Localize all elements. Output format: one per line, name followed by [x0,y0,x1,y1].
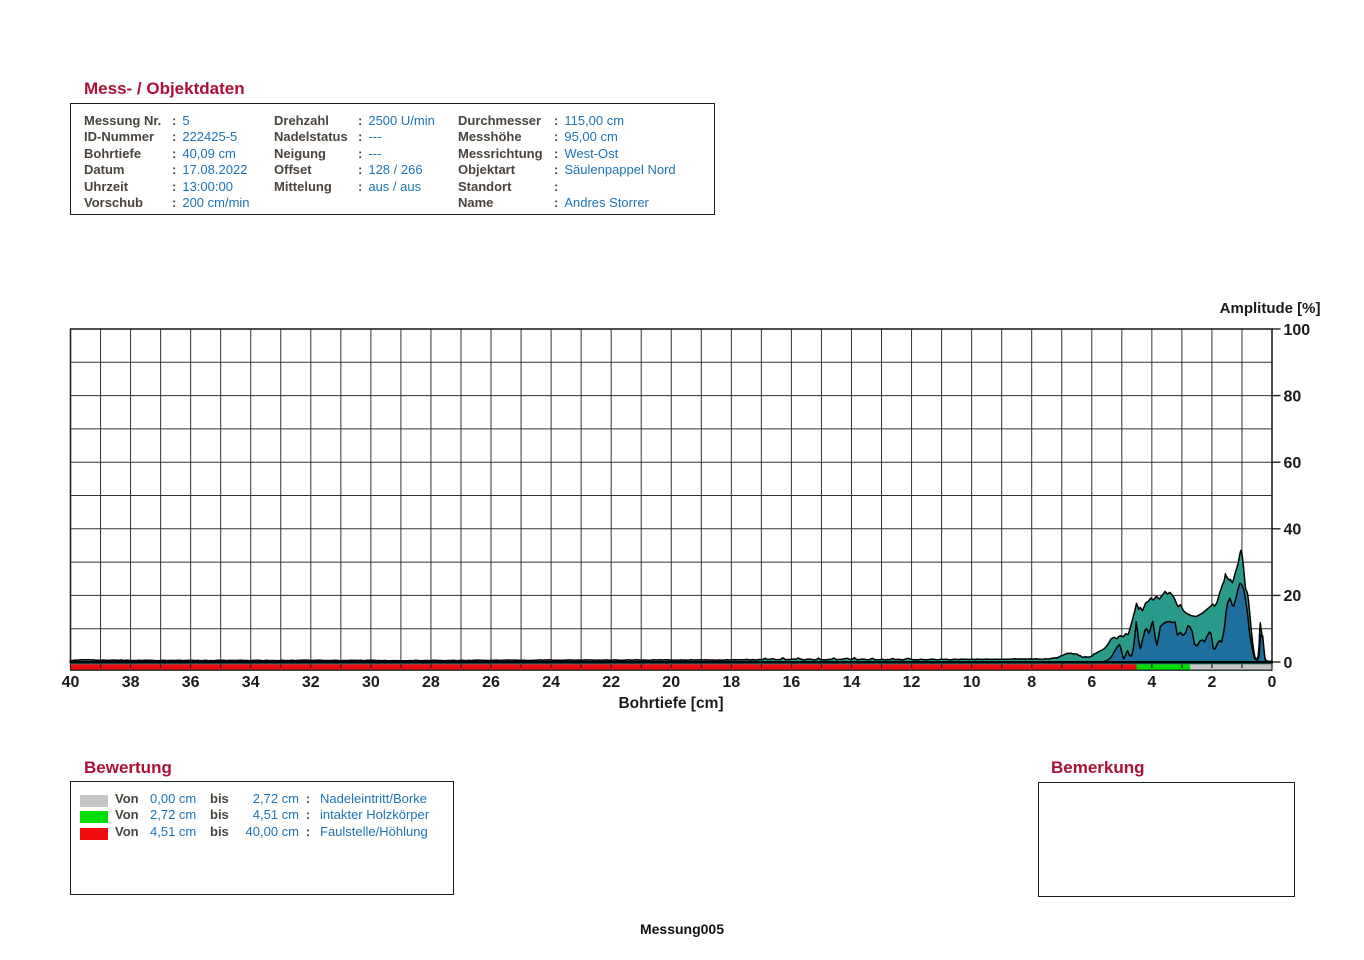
svg-text:8: 8 [1027,674,1036,691]
svg-text:26: 26 [482,674,500,691]
svg-text:16: 16 [783,674,801,691]
svg-text:24: 24 [542,674,560,691]
svg-text:80: 80 [1284,388,1302,405]
svg-text:30: 30 [362,674,380,691]
svg-text:4: 4 [1147,674,1156,691]
svg-text:14: 14 [843,674,861,691]
svg-text:32: 32 [302,674,320,691]
svg-text:20: 20 [662,674,680,691]
svg-text:18: 18 [722,674,740,691]
svg-text:10: 10 [963,674,981,691]
svg-text:2: 2 [1207,674,1216,691]
svg-text:22: 22 [602,674,620,691]
svg-text:Amplitude [%]: Amplitude [%] [1220,300,1321,317]
svg-text:60: 60 [1284,455,1302,472]
svg-text:Bohrtiefe [cm]: Bohrtiefe [cm] [618,695,723,712]
svg-text:12: 12 [903,674,921,691]
svg-text:40: 40 [1284,522,1302,539]
svg-text:28: 28 [422,674,440,691]
svg-text:6: 6 [1087,674,1096,691]
svg-text:20: 20 [1284,588,1302,605]
svg-text:0: 0 [1268,674,1277,691]
svg-text:0: 0 [1284,655,1293,672]
svg-text:100: 100 [1284,322,1311,339]
svg-text:36: 36 [182,674,200,691]
svg-text:40: 40 [62,674,80,691]
svg-text:34: 34 [242,674,260,691]
svg-text:38: 38 [122,674,140,691]
